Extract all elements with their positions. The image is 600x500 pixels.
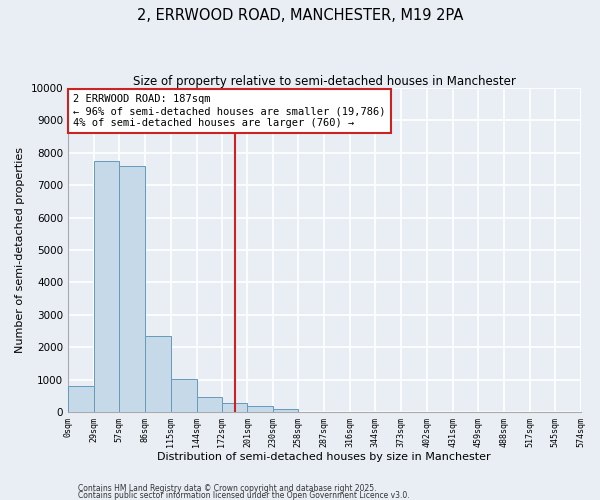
Bar bbox=[221, 404, 247, 412]
Text: Contains HM Land Registry data © Crown copyright and database right 2025.: Contains HM Land Registry data © Crown c… bbox=[78, 484, 377, 493]
Bar bbox=[274, 409, 298, 412]
Title: Size of property relative to semi-detached houses in Manchester: Size of property relative to semi-detach… bbox=[133, 75, 516, 88]
Bar bbox=[68, 386, 94, 412]
Bar bbox=[197, 397, 221, 412]
Y-axis label: Number of semi-detached properties: Number of semi-detached properties bbox=[15, 147, 25, 353]
Bar bbox=[247, 406, 274, 412]
Text: 2, ERRWOOD ROAD, MANCHESTER, M19 2PA: 2, ERRWOOD ROAD, MANCHESTER, M19 2PA bbox=[137, 8, 463, 22]
Bar bbox=[119, 166, 145, 412]
Text: Contains public sector information licensed under the Open Government Licence v3: Contains public sector information licen… bbox=[78, 491, 410, 500]
Bar bbox=[94, 161, 119, 412]
X-axis label: Distribution of semi-detached houses by size in Manchester: Distribution of semi-detached houses by … bbox=[157, 452, 491, 462]
Bar bbox=[145, 336, 171, 412]
Text: 2 ERRWOOD ROAD: 187sqm
← 96% of semi-detached houses are smaller (19,786)
4% of : 2 ERRWOOD ROAD: 187sqm ← 96% of semi-det… bbox=[73, 94, 386, 128]
Bar bbox=[171, 379, 197, 412]
